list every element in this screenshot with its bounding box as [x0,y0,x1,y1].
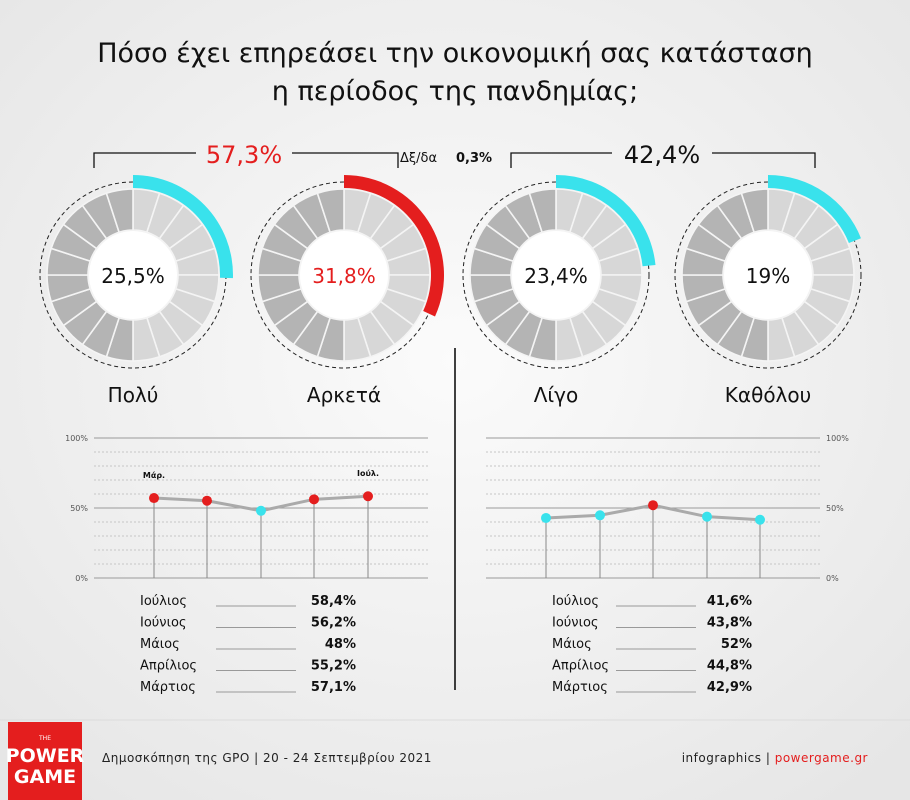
data-point [363,491,373,502]
table-value: 52% [721,637,752,652]
data-point [648,500,658,511]
table-month: Μάρτιος [140,680,196,695]
data-point [541,512,551,523]
donut-arketa-label: Αρκετά [307,383,381,407]
table-value: 41,6% [707,594,752,609]
y-tick-label: 100% [65,434,88,443]
donut-poly [39,175,233,369]
donut-ligo-value: 23,4% [524,264,588,288]
donut-ligo [462,175,656,369]
table-value: 58,4% [311,594,356,609]
data-point [256,505,266,516]
table-month: Ιούλιος [552,594,599,609]
title-line-2: η περίοδος της πανδημίας; [272,76,638,107]
y-tick-label: 50% [70,504,88,513]
donut-poly-value: 25,5% [101,264,165,288]
table-month: Ιούνιος [552,616,599,631]
table-month: Μάιος [140,637,180,652]
table-month: Μάιος [552,637,592,652]
donut-center [512,231,600,319]
donut-value-arc [556,175,656,267]
table-month: Ιούνιος [140,616,187,631]
donut-katholou-label: Καθόλου [725,383,811,407]
data-point [595,510,605,521]
donut-poly-label: Πολύ [108,383,159,407]
y-tick-label: 50% [826,504,844,513]
table-month: Απρίλιος [552,659,609,674]
left-trend-chart: 0% 50% 100% Μάρ. Ιούλ. [65,434,428,583]
y-tick-label: 0% [826,574,839,583]
table-month: Μάρτιος [552,680,608,695]
right-group-bracket [510,152,816,168]
right-group-total: 42,4% [624,141,700,169]
donut-ligo-label: Λίγο [534,383,579,407]
donut-segment [105,188,134,234]
left-monthly-table: Ιούλιος 58,4% Ιούνιος 56,2% Μάιος 48% Απρίλιος… [140,594,356,695]
dont-know-value: 0,3% [456,151,492,166]
donut-katholou-value: 19% [746,264,790,288]
table-value: 44,8% [707,659,752,674]
donut-value-arc [768,175,861,243]
point-label-last: Ιούλ. [357,469,379,478]
logo-the: THE [38,735,51,742]
donut-center [89,231,177,319]
right-trend-chart: 0% 50% 100% [486,434,849,583]
table-value: 57,1% [311,680,356,695]
table-month: Ιούλιος [140,594,187,609]
footer-credit-site: powergame.gr [775,751,868,765]
donut-arketa [250,175,444,369]
table-value: 48% [325,637,356,652]
table-value: 43,8% [707,616,752,631]
data-point [309,494,319,505]
data-point [149,493,159,504]
table-value: 56,2% [311,616,356,631]
footer-source: Δημοσκόπηση της GPO | 20 - 24 Σεπτεμβρίο… [102,751,432,765]
data-point [202,495,212,506]
donut-value-arc [133,175,233,279]
footer-credit-prefix: infographics | [682,751,775,765]
table-value: 42,9% [707,680,752,695]
data-point [702,511,712,522]
donut-segment [740,188,769,234]
table-month: Απρίλιος [140,659,197,674]
donut-center [724,231,812,319]
left-group-total: 57,3% [206,141,282,169]
table-value: 55,2% [311,659,356,674]
donut-value-arc [344,175,444,317]
power-game-logo: THE POWER GAME [6,722,85,800]
right-monthly-table: Ιούλιος 41,6% Ιούνιος 43,8% Μάιος 52% Απρίλιος… [552,594,752,695]
donut-segment [528,188,557,234]
title-line-1: Πόσο έχει επηρεάσει την οικονομική σας κ… [97,38,813,69]
point-label-first: Μάρ. [143,471,165,480]
donut-segment [316,188,345,234]
left-group-bracket [93,152,399,168]
donut-katholou [674,175,862,369]
y-tick-label: 100% [826,434,849,443]
y-tick-label: 0% [75,574,88,583]
logo-power: POWER [6,745,85,767]
donut-arketa-value: 31,8% [312,264,376,288]
dont-know-label: Δξ/δα [400,151,437,166]
footer-credit[interactable]: infographics | powergame.gr [682,751,868,765]
donut-center [300,231,388,319]
data-point [755,514,765,525]
logo-game: GAME [14,766,76,788]
